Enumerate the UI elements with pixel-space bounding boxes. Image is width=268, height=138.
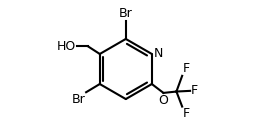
- Text: N: N: [154, 47, 163, 60]
- Text: Br: Br: [119, 7, 133, 20]
- Text: HO: HO: [57, 40, 76, 53]
- Text: F: F: [183, 107, 190, 120]
- Text: F: F: [183, 62, 190, 75]
- Text: Br: Br: [72, 93, 85, 106]
- Text: F: F: [191, 84, 198, 97]
- Text: O: O: [158, 94, 168, 107]
